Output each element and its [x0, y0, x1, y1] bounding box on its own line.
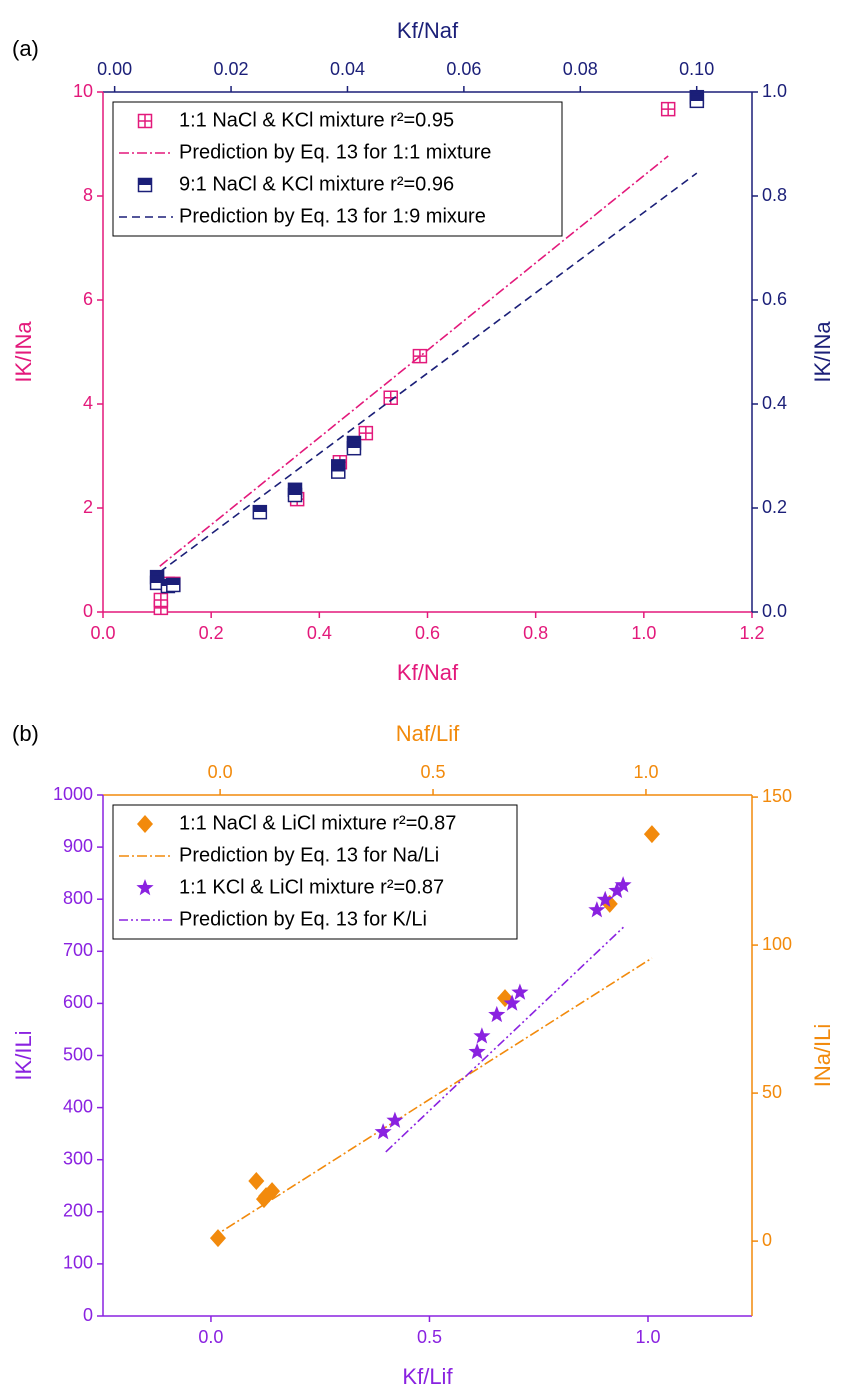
x2-tick-label: 0.10: [679, 59, 714, 79]
data-point: [689, 93, 705, 109]
y2-tick-label: 0.6: [762, 289, 787, 309]
y2-tick-label: 0: [762, 1230, 772, 1250]
y-axis-label: IK/INa: [11, 321, 36, 383]
data-point: [386, 1111, 404, 1128]
x2-tick-label: 0.00: [97, 59, 132, 79]
y2-tick-label: 0.8: [762, 185, 787, 205]
x2-axis-label: Naf/Lif: [396, 721, 460, 746]
y2-tick-label: 0.4: [762, 393, 787, 413]
x-tick-label: 0.0: [198, 1327, 223, 1347]
x2-tick-label: 0.06: [446, 59, 481, 79]
data-point: [608, 881, 626, 899]
x-tick-label: 0.6: [415, 623, 440, 643]
data-point: [358, 425, 374, 441]
data-point: [331, 464, 346, 479]
y-axis-label: IK/ILi: [11, 1030, 36, 1080]
x-tick-label: 0.8: [523, 623, 548, 643]
y2-tick-label: 0.0: [762, 601, 787, 621]
x-axis-label: Kf/Naf: [397, 660, 459, 685]
fit-line: [385, 926, 625, 1153]
data-point: [248, 1172, 265, 1191]
x-axis-label: Kf/Lif: [402, 1364, 453, 1389]
y2-tick-label: 150: [762, 786, 792, 806]
data-point: [252, 504, 268, 520]
data-point: [511, 983, 529, 1000]
legend-label: 1:1 NaCl & LiCl mixture r²=0.87: [179, 812, 456, 834]
data-point: [287, 487, 303, 503]
y-tick-label: 500: [63, 1044, 93, 1064]
legend-label: Prediction by Eq. 13 for 1:1 mixture: [179, 141, 491, 163]
data-point: [264, 1182, 281, 1201]
data-point: [209, 1229, 226, 1248]
x-tick-label: 0.0: [90, 623, 115, 643]
legend-box: [112, 101, 563, 237]
y-tick-label: 900: [63, 836, 93, 856]
y2-tick-label: 1.0: [762, 81, 787, 101]
y-tick-label: 700: [63, 940, 93, 960]
legend-marker: [137, 815, 153, 833]
y-tick-label: 100: [63, 1253, 93, 1273]
data-point: [643, 825, 660, 844]
y-tick-label: 200: [63, 1201, 93, 1221]
data-point: [488, 1005, 506, 1023]
data-point: [660, 101, 676, 117]
y2-tick-label: 0.2: [762, 497, 787, 517]
y2-tick-label: 50: [762, 1082, 782, 1102]
y2-tick-label: 100: [762, 934, 792, 954]
y-tick-label: 400: [63, 1096, 93, 1116]
y-tick-label: 4: [83, 393, 93, 413]
x2-tick-label: 0.04: [330, 59, 365, 79]
y-tick-label: 800: [63, 888, 93, 908]
data-point: [166, 577, 181, 593]
data-point: [614, 876, 632, 893]
data-point: [153, 592, 169, 608]
x-tick-label: 1.0: [635, 1327, 660, 1347]
data-point: [503, 994, 521, 1011]
y-tick-label: 10: [73, 81, 93, 101]
legend-label: 9:1 NaCl & KCl mixture r²=0.96: [179, 173, 454, 195]
y2-axis-label: INa/ILi: [810, 1024, 835, 1088]
panel-label: (a): [12, 36, 39, 61]
legend-box: [112, 804, 518, 940]
data-point: [596, 890, 614, 907]
y-tick-label: 1000: [53, 784, 93, 804]
y-tick-label: 8: [83, 185, 93, 205]
x-tick-label: 1.2: [739, 623, 764, 643]
x2-tick-label: 0.02: [214, 59, 249, 79]
legend-marker: [137, 113, 153, 129]
x2-axis-label: Kf/Naf: [397, 18, 459, 43]
legend-label: 1:1 NaCl & KCl mixture r²=0.95: [179, 109, 454, 131]
x-tick-label: 1.0: [631, 623, 656, 643]
y-tick-label: 600: [63, 992, 93, 1012]
x-tick-label: 0.5: [417, 1327, 442, 1347]
x-tick-label: 0.4: [307, 623, 332, 643]
fit-line: [159, 172, 698, 573]
y-tick-label: 0: [83, 1305, 93, 1325]
y-tick-label: 6: [83, 289, 93, 309]
data-point: [468, 1042, 486, 1060]
data-point: [473, 1027, 491, 1044]
data-point: [588, 901, 606, 918]
legend-label: Prediction by Eq. 13 for K/Li: [179, 908, 427, 930]
x-tick-label: 0.2: [199, 623, 224, 643]
y-tick-label: 300: [63, 1148, 93, 1168]
x2-tick-label: 0.08: [563, 59, 598, 79]
x2-tick-label: 0.0: [208, 762, 233, 782]
data-point: [374, 1123, 392, 1140]
fit-line: [210, 957, 653, 1239]
panel-label: (b): [12, 721, 39, 746]
legend-label: Prediction by Eq. 13 for Na/Li: [179, 844, 439, 866]
legend-label: Prediction by Eq. 13 for 1:9 mixure: [179, 205, 486, 227]
x2-tick-label: 0.5: [421, 762, 446, 782]
y2-axis-label: IK/INa: [810, 321, 835, 383]
y-tick-label: 2: [83, 497, 93, 517]
data-point: [346, 440, 362, 456]
legend-marker: [137, 177, 153, 193]
x2-tick-label: 1.0: [633, 762, 658, 782]
y-tick-label: 0: [83, 601, 93, 621]
legend-marker: [136, 879, 154, 896]
legend-label: 1:1 KCl & LiCl mixture r²=0.87: [179, 876, 444, 898]
fit-line: [159, 155, 669, 567]
